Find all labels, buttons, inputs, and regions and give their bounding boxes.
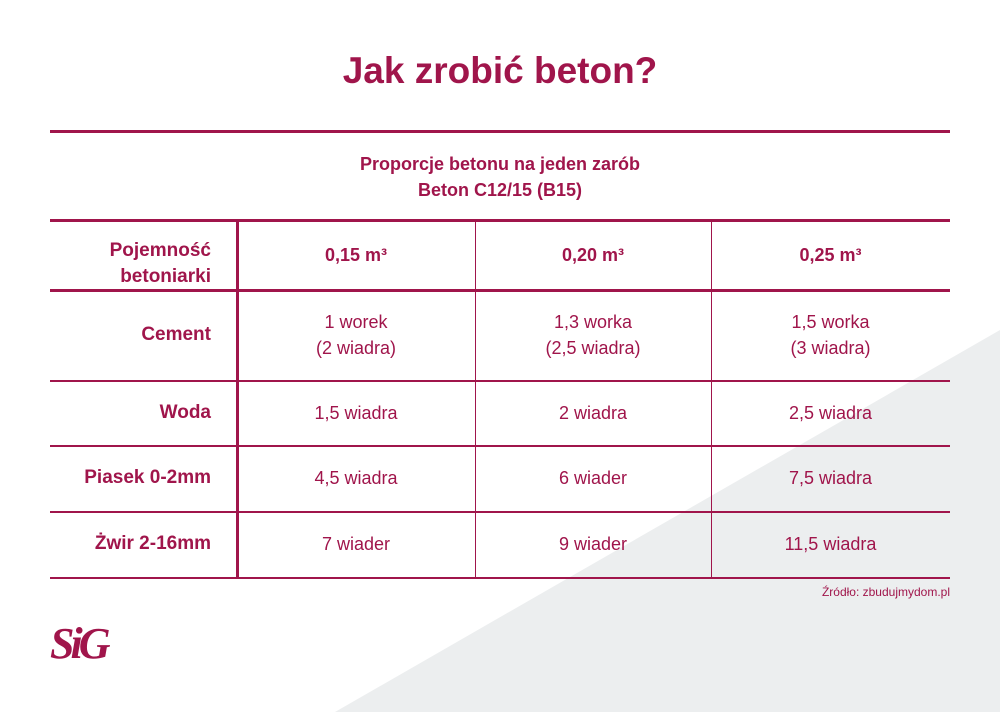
cell-text: 2,5 wiadra: [788, 402, 873, 423]
cell-text: 4,5 wiadra: [314, 468, 398, 488]
row-divider: [50, 445, 950, 447]
row-divider: [50, 219, 950, 222]
header-label-text: betoniarki: [120, 266, 211, 287]
table-cell: 2 wiadra: [475, 380, 711, 445]
column-header: 0,20 m³: [561, 245, 625, 265]
table-cell: 7,5 wiadra: [711, 445, 950, 511]
table-cell: 9 wiader: [475, 511, 711, 577]
table-cell: 7 wiader: [237, 511, 475, 577]
table-cell: 1,5 wiadra: [237, 380, 475, 445]
subtitle-line: Beton C12/15 (B15): [417, 180, 583, 200]
row-label: Żwir 2-16mm: [94, 533, 211, 554]
column-header: 0,25 m³: [799, 245, 862, 265]
table-cell: 4,5 wiadra: [237, 445, 475, 511]
cell-text: 1 worek: [324, 312, 388, 332]
table-cell: 2,5 wiadra: [711, 380, 950, 445]
cell-text: (3 wiadra): [790, 338, 871, 358]
column-divider: [475, 220, 476, 577]
cell-text: (2,5 wiadra): [545, 338, 641, 358]
table-cell: 1,3 worka (2,5 wiadra): [475, 290, 711, 380]
header-label-text: Pojemność: [109, 240, 211, 261]
row-divider: [50, 511, 950, 513]
subtitle-line: Proporcje betonu na jeden zarób: [359, 154, 641, 174]
cell-text: 7 wiader: [321, 534, 391, 554]
row-divider: [50, 577, 950, 579]
row-divider: [50, 380, 950, 382]
cell-text: 1,3 worka: [553, 312, 633, 332]
column-divider: [236, 220, 239, 577]
source-note: Źródło: zbudujmydom.pl: [821, 585, 950, 599]
table-cell: 1,5 worka (3 wiadra): [711, 290, 950, 380]
row-label: Cement: [141, 324, 211, 345]
table-cell: 6 wiader: [475, 445, 711, 511]
table-cell: 11,5 wiadra: [711, 511, 950, 577]
cell-text: 7,5 wiadra: [788, 468, 873, 488]
column-header: 0,15 m³: [324, 245, 388, 265]
cell-text: 11,5 wiadra: [784, 534, 877, 554]
cell-text: (2 wiadra): [315, 338, 397, 358]
row-divider: [50, 289, 950, 292]
sig-logo: SiG: [50, 622, 115, 662]
table-cell: 1 worek (2 wiadra): [237, 290, 475, 380]
cell-text: 1,5 worka: [791, 312, 870, 332]
row-label: Piasek 0-2mm: [84, 467, 211, 488]
cell-text: 6 wiader: [558, 468, 628, 488]
cell-text: 9 wiader: [558, 534, 628, 554]
row-label: Woda: [159, 401, 211, 423]
cell-text: 1,5 wiadra: [314, 402, 398, 423]
column-divider: [711, 220, 712, 577]
table-subtitle: Proporcje betonu na jeden zarób Beton C1…: [50, 151, 950, 203]
svg-text:SiG: SiG: [50, 622, 111, 662]
header-label: Pojemność betoniarki: [50, 220, 237, 290]
divider: [50, 130, 950, 133]
cell-text: 2 wiadra: [558, 402, 628, 423]
page-title: Jak zrobić beton?: [342, 50, 658, 91]
